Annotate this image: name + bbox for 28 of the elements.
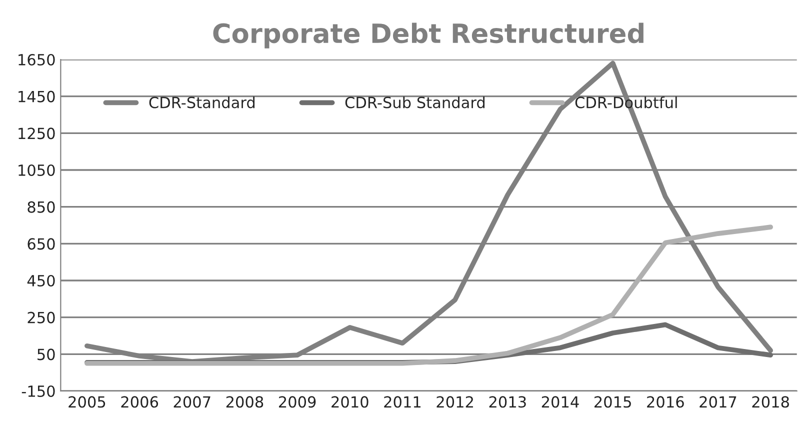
x-tick-label: 2013: [489, 396, 526, 408]
x-tick-label: 2018: [752, 396, 789, 408]
x-tick-label: 2008: [226, 396, 264, 408]
y-tick-label: 1250: [18, 128, 55, 140]
y-tick-label: 250: [28, 312, 55, 324]
legend-label: CDR-Sub Standard: [345, 96, 485, 108]
x-tick-label: 2014: [542, 396, 579, 408]
x-tick-label: 2007: [174, 396, 210, 408]
chart-title: Corporate Debt Restructured: [213, 22, 644, 48]
x-tick-label: 2015: [594, 396, 631, 408]
y-tick-label: 450: [27, 274, 55, 287]
x-tick-label: 2017: [700, 396, 736, 408]
y-tick-label: 850: [28, 201, 55, 213]
y-tick-label: 1650: [18, 54, 55, 66]
x-tick-label: 2009: [278, 396, 316, 408]
x-tick-label: 2012: [436, 396, 473, 408]
legend-label: CDR-Standard: [149, 96, 255, 108]
x-tick-label: 2011: [384, 396, 421, 408]
y-tick-label: 1050: [18, 164, 55, 176]
x-tick-label: 2006: [121, 396, 158, 408]
x-tick-label: 2005: [68, 396, 106, 408]
y-tick-label: 50: [38, 348, 55, 360]
y-tick-label: 650: [28, 238, 55, 250]
y-tick-label: 1450: [18, 90, 55, 102]
x-tick-label: 2010: [332, 396, 368, 408]
x-tick-label: 2016: [647, 396, 684, 408]
line-series: [84, 224, 774, 366]
y-tick-label: -150: [22, 385, 55, 398]
